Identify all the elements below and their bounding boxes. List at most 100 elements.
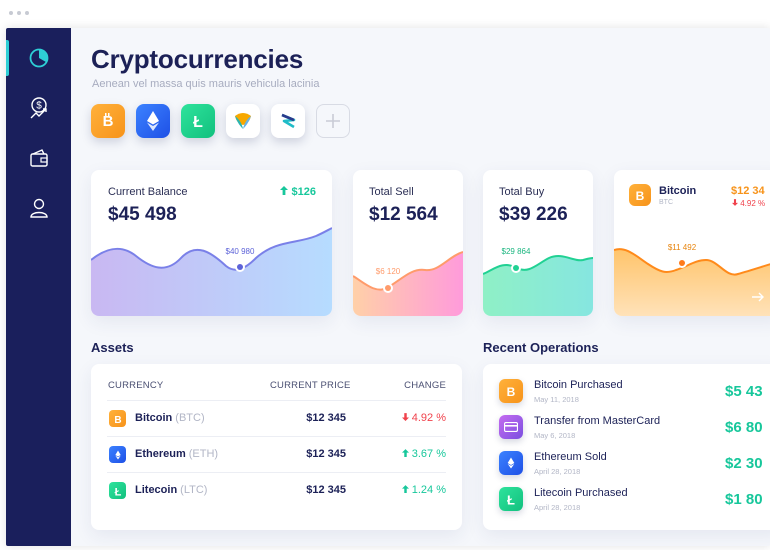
asset-change-value: 3.67 % xyxy=(411,448,446,460)
asset-change-value: 4.92 % xyxy=(411,412,446,424)
operation-amount: $2 30 xyxy=(725,455,763,472)
asset-symbol: (LTC) xyxy=(180,484,208,496)
nav-finance[interactable]: $ xyxy=(6,86,71,130)
card-total-buy[interactable]: Total Buy $39 226 $29 864 xyxy=(483,170,593,316)
bitcoin-card-change-value: 4.92 % xyxy=(740,199,766,208)
nav-profile[interactable] xyxy=(6,186,71,230)
ethereum-icon xyxy=(147,111,159,131)
user-icon xyxy=(29,198,48,218)
balance-point-label: $40 980 xyxy=(226,247,255,256)
card-bitcoin[interactable]: B Bitcoin BTC $12 34 4.92 % $11 492 xyxy=(614,170,770,316)
arrow-up-icon xyxy=(280,186,289,195)
window-dot xyxy=(17,11,21,15)
buy-chart: $29 864 xyxy=(483,247,593,316)
credit-card-icon xyxy=(499,415,523,439)
bitcoin-card-change: 4.92 % xyxy=(732,199,765,208)
litecoin-icon: Ł xyxy=(193,114,203,130)
operation-amount: $6 80 xyxy=(725,419,763,436)
table-row[interactable]: Ł Litecoin (LTC) $12 345 1.24 % xyxy=(107,472,446,508)
buy-label: Total Buy xyxy=(499,186,545,198)
bitcoin-point-label: $11 492 xyxy=(668,243,697,252)
add-coin-button[interactable] xyxy=(316,104,350,138)
arrow-up-icon xyxy=(401,449,409,457)
operation-date: May 6, 2018 xyxy=(534,431,576,440)
table-row[interactable]: Ethereum (ETH) $12 345 3.67 % xyxy=(107,436,446,472)
bitcoin-icon: B xyxy=(636,189,645,202)
balance-chart: $40 980 xyxy=(91,227,332,316)
wallet-icon xyxy=(29,149,48,167)
bitcoin-card-value: $12 34 xyxy=(731,185,765,197)
asset-change: 4.92 % xyxy=(401,412,446,424)
list-item[interactable]: Ł Litecoin Purchased April 28, 2018 $1 8… xyxy=(499,482,770,518)
ethereum-icon xyxy=(109,446,126,463)
table-row[interactable]: B Bitcoin (BTC) $12 345 4.92 % xyxy=(107,400,446,436)
assets-title: Assets xyxy=(91,340,134,355)
asset-name: Ethereum (ETH) xyxy=(135,448,218,460)
coin-tile-bitcoin[interactable]: B xyxy=(91,104,125,138)
svg-text:B: B xyxy=(636,189,645,202)
nav-wallet[interactable] xyxy=(6,136,71,180)
asset-name: Litecoin (LTC) xyxy=(135,484,207,496)
col-change: CHANGE xyxy=(404,380,446,391)
list-item[interactable]: B Bitcoin Purchased May 11, 2018 $5 43 xyxy=(499,374,770,410)
sidebar: $ xyxy=(6,28,71,546)
operation-name: Litecoin Purchased xyxy=(534,487,628,499)
operation-name: Bitcoin Purchased xyxy=(534,379,623,391)
card-total-sell[interactable]: Total Sell $12 564 $6 120 xyxy=(353,170,463,316)
asset-name-text: Ethereum xyxy=(135,448,186,460)
card-current-balance[interactable]: Current Balance $126 $45 498 $40 980 xyxy=(91,170,332,316)
asset-price: $12 345 xyxy=(306,484,346,496)
bitcoin-badge: B xyxy=(629,184,651,206)
nav-dashboard[interactable] xyxy=(6,36,71,80)
asset-change-value: 1.24 % xyxy=(411,484,446,496)
svg-text:B: B xyxy=(507,385,516,398)
coin-tile-nem[interactable] xyxy=(226,104,260,138)
operation-name: Ethereum Sold xyxy=(534,451,607,463)
litecoin-icon: Ł xyxy=(109,482,126,499)
svg-text:B: B xyxy=(103,113,114,130)
operations-list: B Bitcoin Purchased May 11, 2018 $5 43 T… xyxy=(483,364,770,530)
buy-value: $39 226 xyxy=(499,204,568,225)
bitcoin-icon: B xyxy=(499,379,523,403)
page-title: Cryptocurrencies xyxy=(91,44,304,74)
window-chrome xyxy=(0,0,770,28)
asset-change: 3.67 % xyxy=(401,448,446,460)
plus-icon xyxy=(326,114,340,128)
operation-date: May 11, 2018 xyxy=(534,395,579,404)
ethereum-icon xyxy=(499,451,523,475)
window-dot xyxy=(9,11,13,15)
asset-price: $12 345 xyxy=(306,412,346,424)
list-item[interactable]: Transfer from MasterCard May 6, 2018 $6 … xyxy=(499,410,770,446)
arrow-down-icon xyxy=(401,413,409,421)
arrow-up-icon xyxy=(401,485,409,493)
bitcoin-icon: B xyxy=(109,410,126,427)
col-price: CURRENT PRICE xyxy=(270,380,351,391)
pie-chart-icon xyxy=(29,48,48,68)
col-currency: CURRENCY xyxy=(108,380,164,391)
list-item[interactable]: Ethereum Sold April 28, 2018 $2 30 xyxy=(499,446,770,482)
asset-price: $12 345 xyxy=(306,448,346,460)
coin-tile-litecoin[interactable]: Ł xyxy=(181,104,215,138)
zcoin-icon xyxy=(281,113,296,129)
main-content: Cryptocurrencies Aenean vel massa quis m… xyxy=(71,28,770,546)
coin-tile-ethereum[interactable] xyxy=(136,104,170,138)
sell-value: $12 564 xyxy=(369,204,438,225)
bitcoin-icon: B xyxy=(103,113,114,130)
assets-table: CURRENCY CURRENT PRICE CHANGE B Bitcoin(… xyxy=(91,364,462,530)
operation-date: April 28, 2018 xyxy=(534,503,581,512)
asset-symbol: (BTC) xyxy=(175,412,205,424)
sell-chart: $6 120 xyxy=(353,251,463,316)
balance-label: Current Balance xyxy=(108,186,188,198)
operation-amount: $5 43 xyxy=(725,383,763,400)
operation-name: Transfer from MasterCard xyxy=(534,415,661,427)
asset-name: Bitcoin (BTC) xyxy=(135,412,205,424)
arrow-down-icon xyxy=(732,199,738,206)
operation-date: April 28, 2018 xyxy=(534,467,581,476)
balance-value: $45 498 xyxy=(108,204,177,225)
bitcoin-chart: $11 492 xyxy=(614,243,770,316)
operations-title: Recent Operations xyxy=(483,340,599,355)
window-dot xyxy=(25,11,29,15)
arrow-right-icon xyxy=(752,292,764,302)
coin-tile-zcoin[interactable] xyxy=(271,104,305,138)
svg-text:$: $ xyxy=(36,101,42,112)
